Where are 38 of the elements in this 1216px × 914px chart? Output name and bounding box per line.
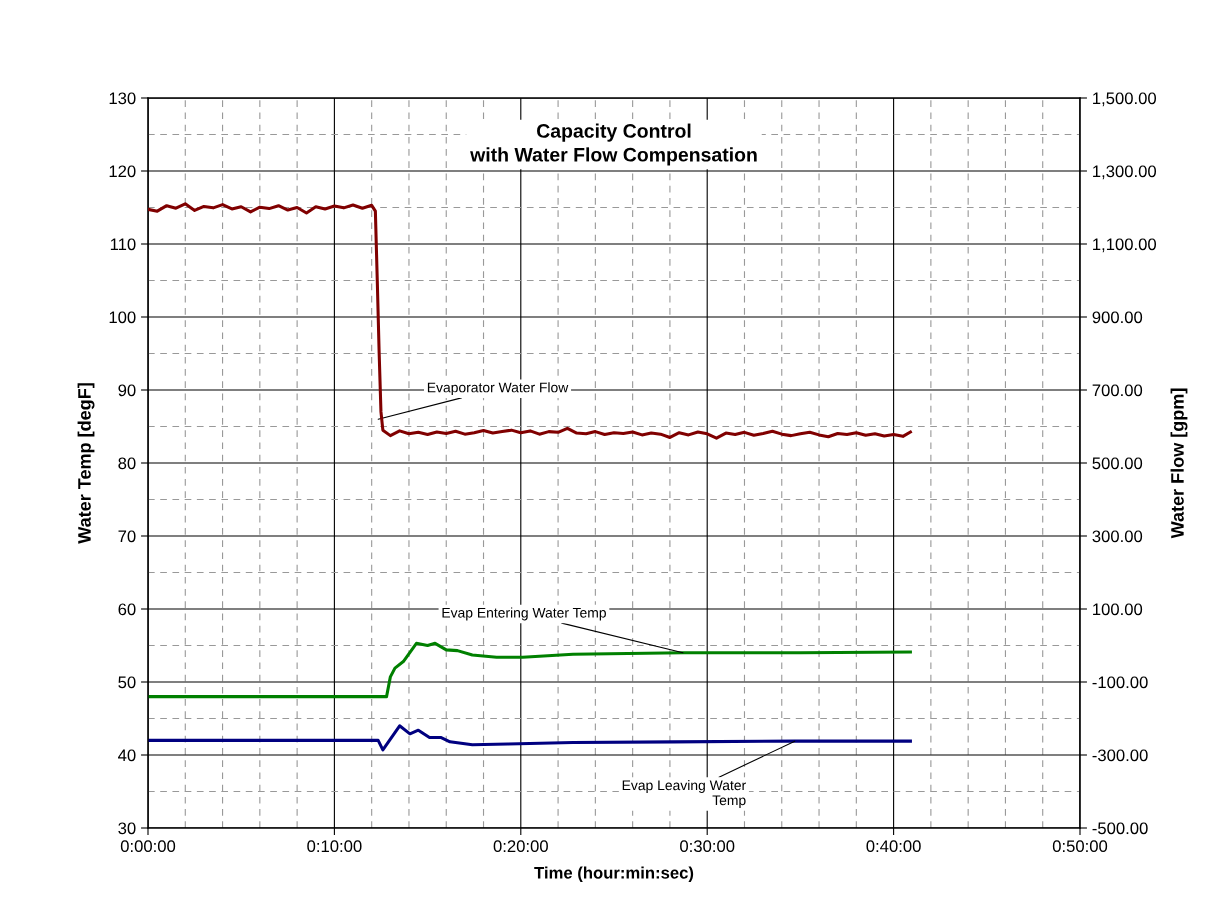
y-tick-label: 100	[109, 311, 136, 324]
line-series	[148, 724, 912, 752]
y2-tick-label: 900.00	[1092, 311, 1143, 324]
y-tick-label: 60	[118, 603, 136, 616]
y2-tick-label: -300.00	[1092, 749, 1148, 762]
y-tick-label: 80	[118, 457, 136, 470]
x-tick-label: 0:30:00	[680, 840, 735, 853]
y2-tick-label: 300.00	[1092, 530, 1143, 543]
annotation: Evap Entering Water Temp	[442, 607, 606, 621]
x-tick-label: 0:00:00	[120, 840, 176, 853]
line-series	[148, 641, 912, 699]
y-axis-title: Water Temp [degF]	[77, 383, 95, 544]
x-tick-label: 0:10:00	[307, 840, 362, 853]
y-tick-label: 120	[109, 165, 136, 178]
y2-tick-label: 1,300.00	[1093, 165, 1157, 180]
y2-tick-label: -500.00	[1092, 822, 1148, 835]
y2-tick-label: 700.00	[1092, 384, 1143, 397]
y2-tick-label: 1,100.00	[1093, 238, 1157, 253]
x-tick-label: 0:20:00	[493, 840, 548, 853]
y-tick-label: 90	[118, 384, 136, 397]
annotation: Evap Leaving Water Temp	[622, 780, 746, 808]
y2-tick-label: 500.00	[1092, 457, 1143, 470]
y2-tick-label: 1,500.00	[1093, 92, 1157, 107]
x-axis-title: Time (hour:min:sec)	[534, 866, 694, 882]
y2-tick-label: 100.00	[1093, 603, 1143, 616]
line-series	[148, 202, 912, 440]
x-tick-label: 0:40:00	[866, 840, 921, 853]
text: Capacity Control with Water Flow Compensation	[470, 123, 757, 166]
y-tick-label: 40	[118, 749, 136, 762]
y-tick-label: 30	[118, 822, 136, 835]
y-tick-label: 50	[118, 676, 136, 689]
y2-tick-label: -100.00	[1092, 676, 1148, 689]
x-tick-label: 0:50:00	[1052, 840, 1108, 853]
y2-axis-title: Water Flow [gpm]	[1170, 388, 1188, 539]
y-tick-label: 130	[109, 92, 136, 105]
y-tick-label: 110	[110, 238, 136, 251]
y-tick-label: 70	[118, 530, 136, 543]
annotation: Evaporator Water Flow	[427, 382, 569, 396]
